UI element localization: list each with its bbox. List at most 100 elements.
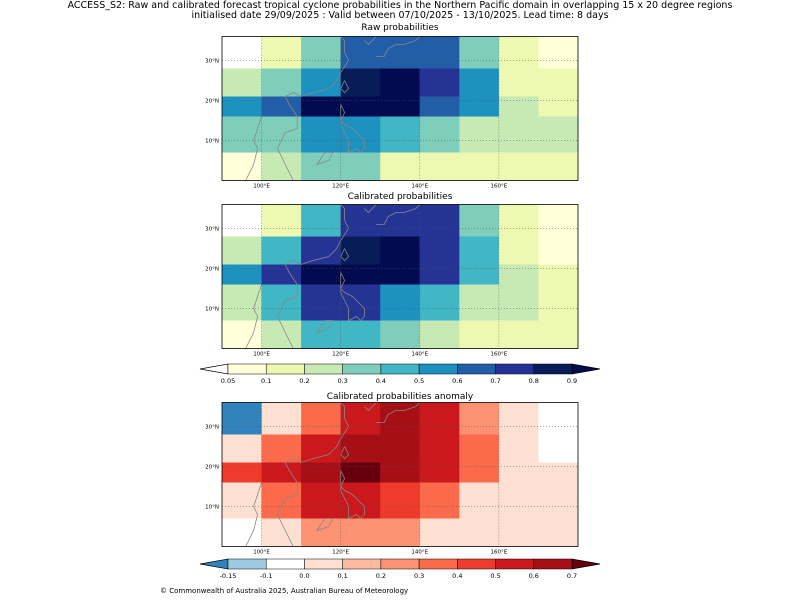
colorbar-tick-label: 0.7 [490,377,500,385]
coastline [315,518,334,532]
coastline [376,204,421,225]
panel-title-raw: Raw probabilities [361,23,439,33]
grid-cell [261,434,302,463]
grid-cell [261,36,302,69]
grid-cell [261,462,302,483]
colorbar-segment [418,363,458,375]
x-tick-label: 120°E [332,184,349,190]
grid-cell [340,482,381,519]
grid-cell [380,116,421,153]
coastline [245,116,262,181]
colorbar-tick-label: 0.6 [529,572,539,580]
x-tick-label: 120°E [332,550,349,556]
coastline [340,272,365,322]
grid-cell [498,482,539,519]
grid-cell [538,518,579,547]
grid-cell [301,152,342,181]
colorbar-segment [265,363,305,375]
colorbar-tick-label: 0.0 [299,572,309,580]
grid-cell [459,402,500,435]
y-tick-label: 30°N [205,59,219,65]
grid-cell [301,402,342,435]
colorbar-segment [380,363,420,375]
anomaly-map: 100°E 120°E 140°E 160°E 10°N 20°N 30°N [205,402,579,556]
colorbar-segment [380,558,420,570]
grid-cell [459,518,500,547]
grid-cell [301,518,342,547]
colorbar-low-extension [199,363,229,375]
grid-cell [380,36,421,69]
grid-cell [222,152,262,181]
colorbar-segment [304,363,343,375]
x-tick-label: 160°E [491,352,508,358]
grid-cell [380,482,421,519]
figure-title-line2: initialised date 29/09/2025 : Valid betw… [191,10,609,21]
grid-cell [498,204,539,237]
grid-cell [222,264,262,285]
grid-cell [380,320,421,349]
grid-cell [419,36,460,69]
colorbar-segment [265,558,305,570]
grid-cell [459,204,500,237]
grid-cell [340,152,381,181]
grid-cell [301,204,342,237]
grid-cell [538,236,579,265]
colorbar-tick-label: 0.6 [452,377,462,385]
probability-colorbar: 0.05 0.1 0.2 0.3 0.4 0.5 0.6 0.7 0.8 0.9 [199,363,601,385]
colorbar-tick-label: 0.4 [376,377,386,385]
grid-cell [538,68,579,97]
coastline [340,104,365,154]
raw-probability-map: 100°E 120°E 140°E 160°E 10°N 20°N 30°N [205,36,579,190]
grid-cell [538,204,579,237]
colorbar-tick-label: 0.2 [376,572,386,580]
grid-cell [538,152,579,181]
x-tick-label: 160°E [491,184,508,190]
grid-cell [380,402,421,435]
grid-cell [538,320,579,349]
grid-cell [380,434,421,463]
grid-cell [222,482,262,519]
colorbar-segment [227,558,267,570]
grid-cell [459,264,500,285]
x-tick-label: 140°E [411,184,428,190]
colorbar-tick-label: 0.2 [299,377,309,385]
grid-cell [222,402,262,435]
grid-cell [380,152,421,181]
grid-cell [419,320,460,349]
grid-cell [380,96,421,117]
map-frame [221,204,579,349]
figure-title-line1: ACCESS_S2: Raw and calibrated forecast t… [67,0,733,11]
colorbar-segment [495,363,535,375]
grid-cell [419,284,460,321]
coastline [364,402,377,412]
grid-cell [538,116,579,153]
grid-cell [380,462,421,483]
grid-cell [261,204,302,237]
grid-cell [538,284,579,321]
grid-cell [498,116,539,153]
grid-cell [261,284,302,321]
grid-cell [261,68,302,97]
colorbar-tick-label: 0.7 [567,572,577,580]
grid-cell [498,152,539,181]
colorbar-tick-label: 0.4 [452,572,462,580]
grid-cell [419,152,460,181]
y-tick-label: 10°N [205,307,219,313]
colorbar-segment [457,363,496,375]
colorbar-tick-label: 0.9 [567,377,577,385]
copyright-notice: © Commonwealth of Australia 2025, Austra… [160,587,409,595]
coastline [376,402,421,423]
colorbar-tick-label: 0.8 [529,377,539,385]
grid-cell [498,320,539,349]
grid-cell [538,434,579,463]
grid-cell [222,284,262,321]
colorbar-segment [418,558,458,570]
grid-cell [301,482,342,519]
grid-cell [419,96,460,117]
colorbar-tick-label: -0.15 [220,572,237,580]
grid-cell [498,402,539,435]
grid-cell [380,68,421,97]
grid-cell [498,68,539,97]
colorbar-low-extension [199,558,229,570]
grid-cell [498,236,539,265]
